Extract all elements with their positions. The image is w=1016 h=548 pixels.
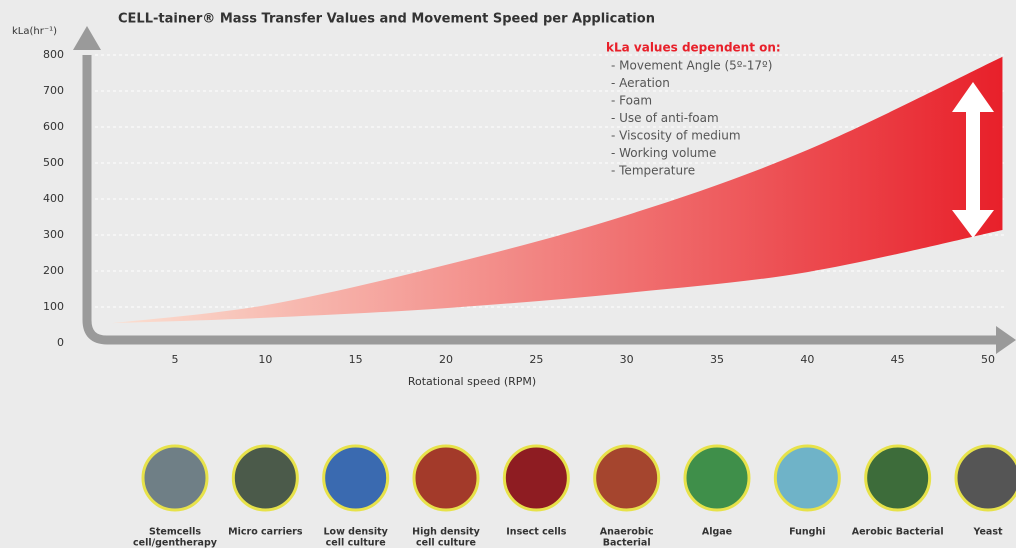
x-tick-label: 15 xyxy=(349,353,363,366)
application-label: Anaerobic xyxy=(600,527,654,538)
application-label: cell/gentherapy xyxy=(133,538,218,548)
application-icon xyxy=(412,444,480,512)
annotation-item: - Working volume xyxy=(611,146,716,160)
application-label: cell culture xyxy=(416,538,476,548)
application-label: Yeast xyxy=(972,527,1003,538)
annotation-item: - Movement Angle (5º-17º) xyxy=(611,59,772,73)
y-tick-label: 0 xyxy=(57,336,64,349)
range-arrow xyxy=(952,82,994,238)
x-tick-label: 5 xyxy=(172,353,179,366)
y-tick-label: 300 xyxy=(43,228,64,241)
y-tick-label: 400 xyxy=(43,192,64,205)
x-tick-label: 10 xyxy=(258,353,272,366)
application-label: Aerobic Bacterial xyxy=(852,527,944,538)
y-tick-label: 100 xyxy=(43,300,64,313)
band-fill xyxy=(111,56,1003,324)
y-tick-label: 700 xyxy=(43,84,64,97)
application-label: cell culture xyxy=(326,538,386,548)
y-tick-label: 600 xyxy=(43,120,64,133)
annotation-item: - Use of anti-foam xyxy=(611,111,719,125)
application-icon xyxy=(954,444,1016,512)
y-tick-label: 500 xyxy=(43,156,64,169)
application-label: Funghi xyxy=(789,527,825,538)
annotation-title: kLa values dependent on: xyxy=(606,41,781,55)
y-axis-label: kLa(hr⁻¹) xyxy=(12,26,57,37)
application-label: Low density xyxy=(324,527,389,538)
application-icon xyxy=(683,444,751,512)
axis xyxy=(82,55,1000,345)
application-label: Stemcells xyxy=(149,527,201,538)
application-label: High density xyxy=(412,527,481,538)
application-icon xyxy=(593,444,661,512)
x-axis-arrow xyxy=(996,326,1016,354)
annotation-item: - Temperature xyxy=(611,164,695,178)
application-icon xyxy=(231,444,299,512)
y-tick-label: 800 xyxy=(43,48,64,61)
application-label: Micro carriers xyxy=(228,527,303,538)
application-label: Algae xyxy=(702,527,732,538)
application-label: Bacterial xyxy=(603,538,651,548)
application-icon xyxy=(322,444,390,512)
annotation-item: - Foam xyxy=(611,94,652,108)
x-tick-label: 20 xyxy=(439,353,453,366)
application-icon xyxy=(502,444,570,512)
application-icon xyxy=(773,444,841,512)
application-icon xyxy=(864,444,932,512)
x-tick-label: 40 xyxy=(800,353,814,366)
y-tick-label: 200 xyxy=(43,264,64,277)
application-icon xyxy=(141,444,209,512)
y-axis-arrow xyxy=(73,26,101,50)
annotation-item: - Aeration xyxy=(611,76,670,90)
x-tick-label: 35 xyxy=(710,353,724,366)
annotation-item: - Viscosity of medium xyxy=(611,129,741,143)
x-axis-label: Rotational speed (RPM) xyxy=(408,375,536,388)
x-tick-label: 30 xyxy=(620,353,634,366)
application-label: Insect cells xyxy=(506,527,566,538)
x-tick-label: 50 xyxy=(981,353,995,366)
x-tick-label: 25 xyxy=(529,353,543,366)
x-tick-label: 45 xyxy=(891,353,905,366)
chart-title: CELL-tainer® Mass Transfer Values and Mo… xyxy=(118,12,655,27)
